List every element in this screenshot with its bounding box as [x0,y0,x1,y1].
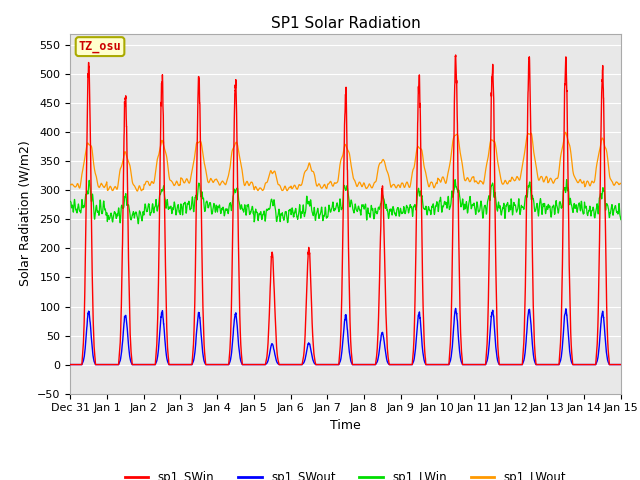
Y-axis label: Solar Radiation (W/m2): Solar Radiation (W/m2) [19,141,32,287]
Title: SP1 Solar Radiation: SP1 Solar Radiation [271,16,420,31]
Text: TZ_osu: TZ_osu [79,40,122,53]
X-axis label: Time: Time [330,419,361,432]
Legend: sp1_SWin, sp1_SWout, sp1_LWin, sp1_LWout: sp1_SWin, sp1_SWout, sp1_LWin, sp1_LWout [120,466,571,480]
